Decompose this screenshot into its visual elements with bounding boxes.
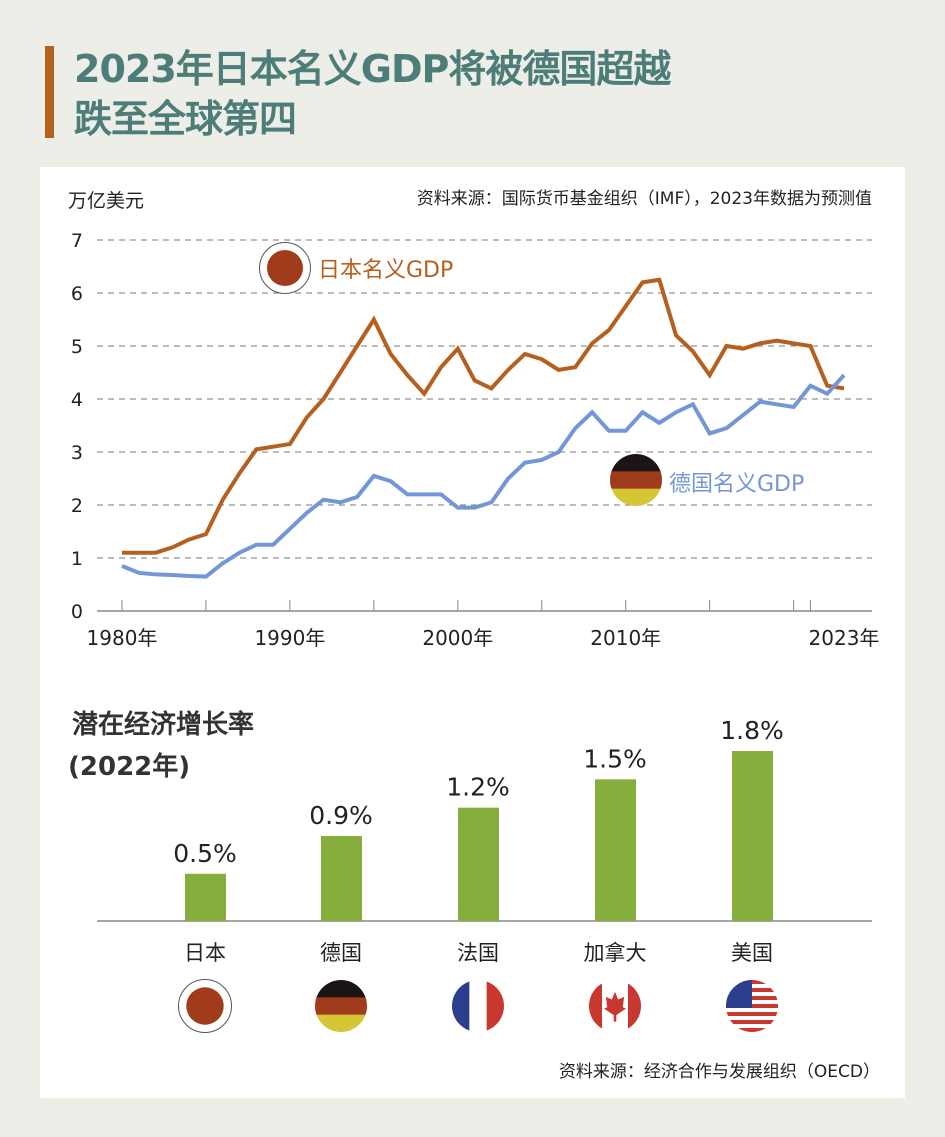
x-tick-label: 1990年 — [254, 626, 325, 650]
page-title: 2023年日本名义GDP将被德国超越 跌至全球第四 — [74, 44, 671, 144]
bar-germany — [321, 836, 362, 921]
flag-sun — [267, 250, 303, 286]
bar-chart-subtitle: (2022年) — [68, 751, 190, 782]
flag-stripe — [726, 1008, 778, 1013]
flag-band — [628, 980, 641, 1032]
germany-flag-icon — [315, 980, 367, 1032]
bar-category-label: 法国 — [457, 941, 499, 965]
title-line-2: 跌至全球第四 — [74, 97, 297, 141]
y-tick-label: 5 — [71, 336, 83, 358]
legend-japan-label: 日本名义GDP — [318, 258, 453, 283]
y-axis-unit: 万亿美元 — [68, 190, 144, 212]
series-line-germany — [121, 373, 846, 579]
japan-flag-icon — [259, 242, 311, 294]
bar-category-label: 加拿大 — [584, 941, 647, 965]
flag-body — [589, 980, 641, 1032]
flag-body — [315, 980, 367, 1032]
bar-canada — [595, 779, 636, 921]
y-tick-label: 3 — [71, 442, 83, 464]
legend-germany-label: 德国名义GDP — [669, 472, 804, 497]
bar-value-label: 1.8% — [720, 716, 784, 745]
bar-value-label: 0.9% — [309, 801, 373, 830]
bar-japan — [185, 873, 226, 921]
france-flag-icon — [452, 980, 504, 1032]
flag-body — [726, 980, 778, 1032]
usa-flag-icon — [726, 980, 778, 1032]
bar-usa — [732, 751, 773, 921]
flag-body — [452, 980, 504, 1032]
flag-stripe — [469, 980, 488, 1032]
flag-stripe — [610, 471, 662, 490]
bar-chart-title: 潜在经济增长率 — [72, 709, 254, 740]
canada-flag-icon — [589, 980, 641, 1032]
y-tick-label: 0 — [71, 601, 83, 623]
y-tick-label: 1 — [71, 548, 83, 570]
flag-stripe — [610, 488, 662, 506]
flag-stripe — [726, 1028, 778, 1032]
x-tick-label: 2023年 — [809, 626, 880, 650]
x-tick-label: 2000年 — [422, 626, 493, 650]
bar-value-label: 1.2% — [446, 773, 510, 802]
flag-stripe — [315, 1014, 367, 1032]
title-accent-bar — [45, 46, 54, 138]
y-tick-label: 6 — [71, 283, 83, 305]
bar-category-label: 美国 — [731, 941, 773, 965]
maple-leaf — [604, 991, 626, 1022]
bar-value-label: 1.5% — [583, 744, 647, 773]
x-tick-label: 2010年 — [590, 626, 661, 650]
flag-stripe — [726, 1024, 778, 1029]
japan-flag-icon — [178, 979, 232, 1033]
flag-band — [589, 980, 602, 1032]
bar-france — [458, 807, 499, 921]
flag-stripe — [726, 1016, 778, 1021]
flag-canton — [726, 980, 752, 1008]
germany-flag-icon — [610, 454, 662, 506]
flag-stripe — [315, 997, 367, 1016]
series-line-japan — [122, 277, 845, 555]
flag-stripe — [610, 454, 662, 472]
flag-sun — [186, 987, 224, 1025]
x-tick-label: 1980年 — [87, 626, 158, 650]
bar-category-label: 德国 — [320, 941, 362, 965]
bar-category-label: 日本 — [184, 941, 226, 965]
chart-panel — [40, 167, 905, 1098]
y-tick-label: 4 — [71, 389, 83, 411]
title-line-1: 2023年日本名义GDP将被德国超越 — [74, 47, 671, 91]
bar-value-label: 0.5% — [173, 839, 237, 868]
y-tick-label: 2 — [71, 495, 83, 517]
flag-stripe — [315, 980, 367, 998]
flag-stripe — [726, 1020, 778, 1025]
flag-stripe — [726, 1012, 778, 1017]
flag-stripe — [452, 980, 470, 1032]
flag-body — [610, 454, 662, 506]
line-chart-source: 资料来源：国际货币基金组织（IMF），2023年数据为预测值 — [417, 189, 872, 209]
bar-chart-source: 资料来源：经济合作与发展组织（OECD） — [559, 1062, 880, 1082]
flag-stripe — [486, 980, 504, 1032]
y-tick-label: 7 — [71, 230, 83, 252]
